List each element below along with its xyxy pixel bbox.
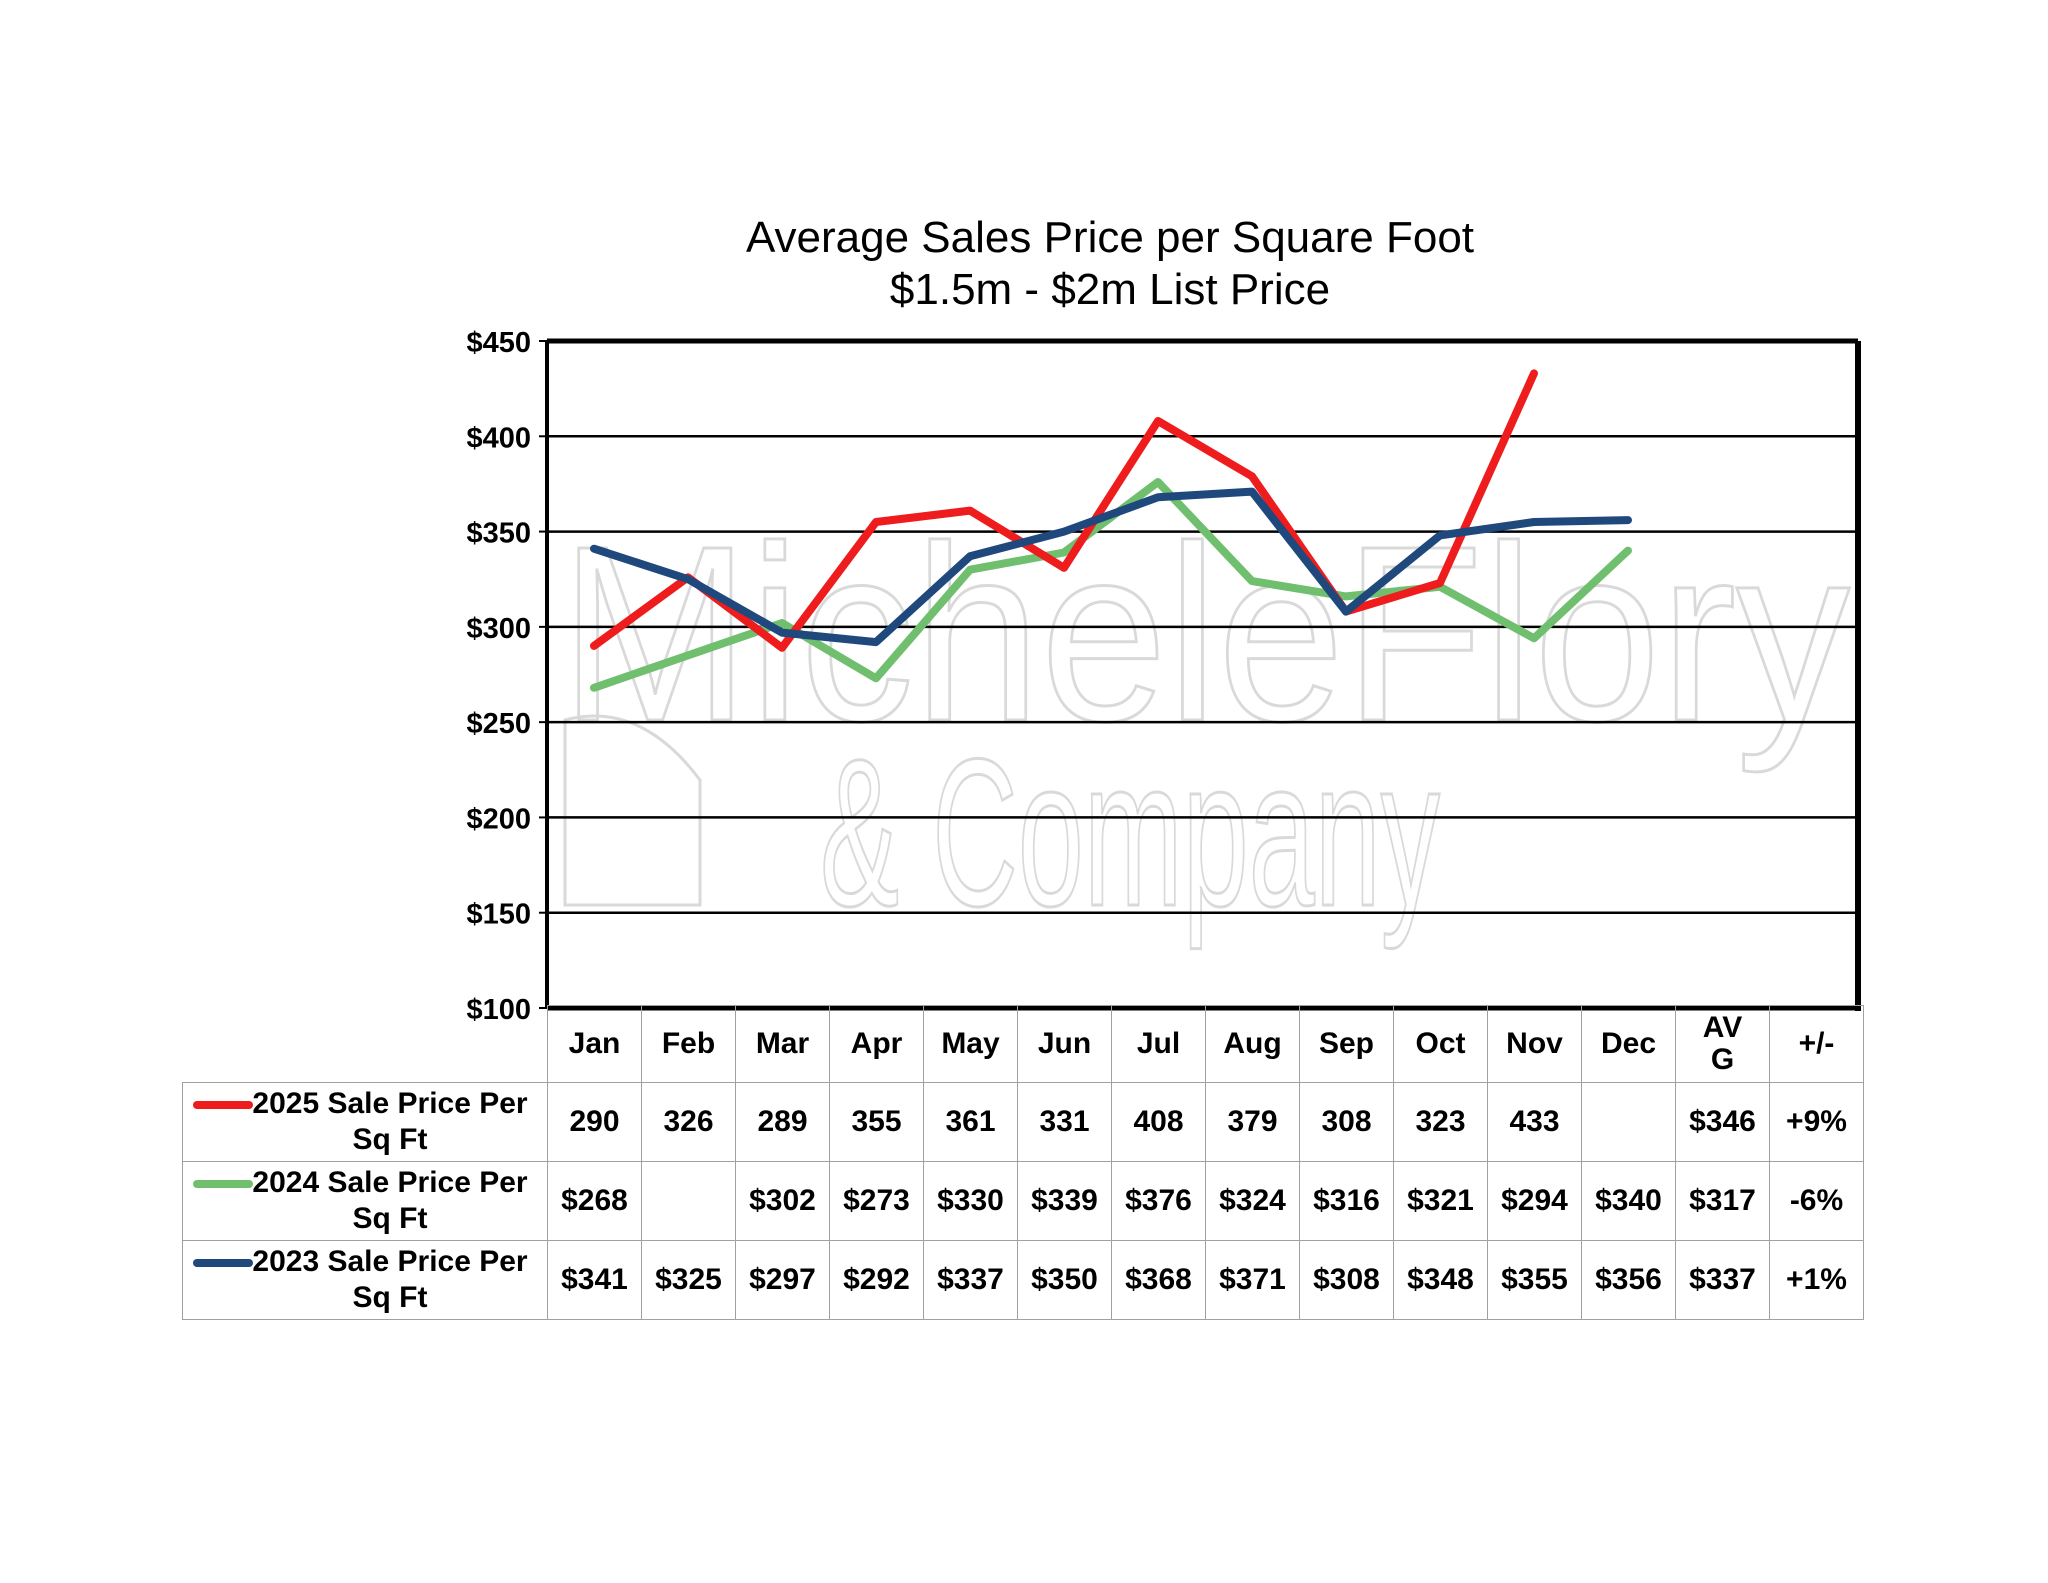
table-cell: 355: [829, 1082, 924, 1162]
legend-swatch: [193, 1101, 253, 1109]
table-header-row: Jan Feb Mar Apr May Jun Jul Aug Sep Oct Nov Dec AV G +…: [183, 1005, 1864, 1083]
table-cell: $346: [1675, 1082, 1770, 1162]
table-cell: $317: [1675, 1161, 1770, 1241]
table-row: 2025 Sale Price Per Sq Ft 290 326 289 355 361…: [182, 1082, 1864, 1162]
watermark-house-icon: [563, 714, 702, 907]
x-tick-label: Dec: [1581, 1005, 1676, 1083]
avg-header: AV G: [1675, 1005, 1770, 1083]
x-tick-label: Jan: [547, 1005, 642, 1083]
table-cell: 408: [1111, 1082, 1206, 1162]
table-cell: +1%: [1769, 1240, 1864, 1320]
chart-title: Average Sales Price per Square Foot $1.5…: [540, 212, 1680, 316]
chart-subtitle: $1.5m - $2m List Price: [889, 265, 1331, 314]
x-tick-label: Jul: [1111, 1005, 1206, 1083]
table-cell: $341: [547, 1240, 642, 1320]
table-cell: $355: [1487, 1240, 1582, 1320]
y-tick-label: $300: [466, 613, 531, 645]
legend-label: 2024 Sale Price Per Sq Ft: [252, 1166, 528, 1235]
table-cell: 290: [547, 1082, 642, 1162]
table-cell: $376: [1111, 1161, 1206, 1241]
y-tick-label: $200: [466, 803, 531, 835]
table-cell: $330: [923, 1161, 1018, 1241]
table-cell: $350: [1017, 1240, 1112, 1320]
table-corner: [183, 1006, 548, 1083]
x-tick-label: Mar: [735, 1005, 830, 1083]
x-tick-label: Aug: [1205, 1005, 1300, 1083]
y-tick-label: $150: [466, 899, 531, 931]
x-tick-label: Nov: [1487, 1005, 1582, 1083]
table-cell: 326: [641, 1082, 736, 1162]
y-tick-label: $450: [466, 327, 531, 359]
table-cell: $356: [1581, 1240, 1676, 1320]
table-cell: $337: [923, 1240, 1018, 1320]
table-cell: 433: [1487, 1082, 1582, 1162]
x-tick-label: May: [923, 1005, 1018, 1083]
table-cell: -6%: [1769, 1161, 1864, 1241]
table-cell: $308: [1299, 1240, 1394, 1320]
table-cell: 361: [923, 1082, 1018, 1162]
table-cell: $294: [1487, 1161, 1582, 1241]
table-cell: [641, 1161, 736, 1241]
y-tick-label: $350: [466, 518, 531, 550]
table-cell: $368: [1111, 1240, 1206, 1320]
table-cell: $268: [547, 1161, 642, 1241]
table-cell: $292: [829, 1240, 924, 1320]
table-row: 2023 Sale Price Per Sq Ft $341 $325 $297 $29…: [182, 1240, 1864, 1320]
table-cell: 379: [1205, 1082, 1300, 1162]
table-cell: [1581, 1082, 1676, 1162]
table-cell: 289: [735, 1082, 830, 1162]
legend-entry: 2025 Sale Price Per Sq Ft: [182, 1082, 548, 1162]
x-tick-label: Oct: [1393, 1005, 1488, 1083]
x-tick-label: Sep: [1299, 1005, 1394, 1083]
table-cell: $339: [1017, 1161, 1112, 1241]
table-cell: $273: [829, 1161, 924, 1241]
table-cell: $316: [1299, 1161, 1394, 1241]
table-cell: 331: [1017, 1082, 1112, 1162]
table-cell: 308: [1299, 1082, 1394, 1162]
table-cell: $337: [1675, 1240, 1770, 1320]
table-cell: +9%: [1769, 1082, 1864, 1162]
table-row: 2024 Sale Price Per Sq Ft $268 $302 $273 $33…: [182, 1161, 1864, 1241]
legend-swatch: [193, 1259, 253, 1267]
y-tick-label: $100: [466, 994, 531, 1026]
data-table: Jan Feb Mar Apr May Jun Jul Aug Sep Oct Nov Dec AV G +…: [182, 1005, 1864, 1320]
table-cell: $324: [1205, 1161, 1300, 1241]
change-header: +/-: [1769, 1005, 1864, 1083]
table-cell: $325: [641, 1240, 736, 1320]
chart-title-line1: Average Sales Price per Square Foot: [745, 213, 1475, 262]
table-cell: $297: [735, 1240, 830, 1320]
legend-label: 2025 Sale Price Per Sq Ft: [252, 1087, 528, 1156]
x-tick-label: Feb: [641, 1005, 736, 1083]
watermark-company: & Company: [820, 715, 1440, 950]
x-tick-label: Apr: [829, 1005, 924, 1083]
table-cell: $371: [1205, 1240, 1300, 1320]
y-tick-label: $250: [466, 708, 531, 740]
table-cell: $321: [1393, 1161, 1488, 1241]
legend-entry: 2023 Sale Price Per Sq Ft: [182, 1240, 548, 1320]
table-cell: $340: [1581, 1161, 1676, 1241]
x-tick-label: Jun: [1017, 1005, 1112, 1083]
y-tick-label: $400: [466, 422, 531, 454]
table-cell: $348: [1393, 1240, 1488, 1320]
legend-label: 2023 Sale Price Per Sq Ft: [252, 1245, 528, 1314]
legend-entry: 2024 Sale Price Per Sq Ft: [182, 1161, 548, 1241]
series-line-2023: [590, 487, 1632, 647]
legend-swatch: [193, 1180, 253, 1188]
watermark-name: MicheleFlory: [560, 494, 1850, 773]
table-cell: 323: [1393, 1082, 1488, 1162]
table-cell: $302: [735, 1161, 830, 1241]
